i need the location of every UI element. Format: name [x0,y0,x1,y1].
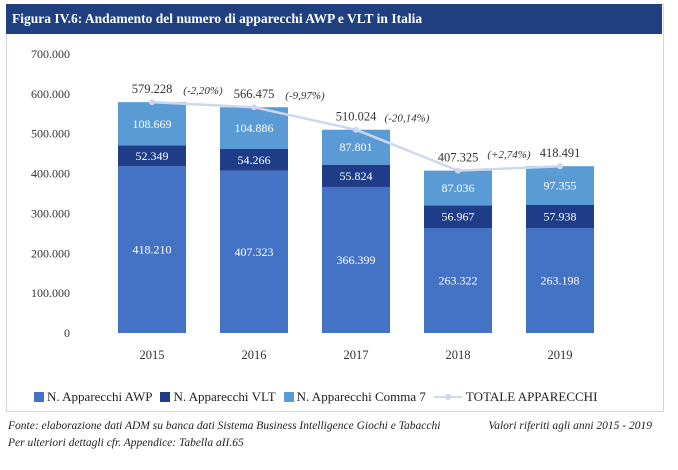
footer-details: Per ulteriori dettagli cfr. Appendice: T… [8,437,244,449]
figure-title: Figura IV.6: Andamento del numero di app… [6,4,662,34]
bar-data-label: 263.198 [541,274,580,288]
bar-segment [424,228,492,333]
x-tick-label: 2015 [140,348,165,362]
y-tick-label: 300.000 [31,206,70,220]
bar-segment [118,102,186,146]
total-point [557,163,563,170]
bar-data-label: 57.938 [544,210,577,224]
legend-item-awp: N. Apparecchi AWP [34,389,152,405]
legend-item-total: TOTALE APPARECCHI [433,389,598,405]
legend-swatch-comma7 [283,392,294,402]
legend-label-comma7: N. Apparecchi Comma 7 [296,389,426,404]
total-point [353,126,359,133]
bar-segment [322,186,390,333]
y-tick-label: 600.000 [31,87,70,101]
legend-label-vlt: N. Apparecchi VLT [173,389,276,404]
x-tick-label: 2016 [242,348,267,362]
y-tick-label: 0 [64,326,70,340]
total-data-label: 566.475 [234,87,275,101]
bar-data-label: 407.323 [235,245,274,259]
total-data-label: 579.228 [132,82,173,96]
bar-data-label: 418.210 [133,243,172,257]
y-tick-label: 400.000 [31,167,70,181]
total-data-label: 418.491 [540,146,581,160]
footer-source: Fonte: elaborazione dati ADM su banca da… [8,420,441,432]
x-tick-label: 2018 [446,348,471,362]
stacked-bar-chart: 0 100.000 200.000 300.000 400.000 500.000 600.… [31,47,594,362]
bar-segment [322,129,390,165]
legend-label-awp: N. Apparecchi AWP [47,389,153,404]
bar-segment [424,205,492,229]
total-data-label: 510.024 [336,110,377,124]
bar-data-label: 263.322 [439,274,478,288]
bar-segment [526,228,594,333]
total-data-label: 407.325 [438,151,479,165]
bar-segment [220,149,288,171]
bar-segment [118,145,186,167]
bar-data-label: 108.669 [133,117,172,131]
bar-segment [322,164,390,187]
bar-data-label: 87.801 [340,140,373,154]
bar-data-label: 97.355 [544,179,577,193]
bar-segment [424,170,492,206]
bar-data-label: 56.967 [442,210,475,224]
change-annotation: (+2,74%) [487,149,530,161]
legend-swatch-vlt [160,392,171,402]
y-tick-label: 100.000 [31,286,70,300]
legend-label-total: TOTALE APPARECCHI [465,389,598,404]
legend-swatch-total [433,392,462,402]
footer-note: Valori riferiti agli anni 2015 - 2019 [488,420,652,432]
total-point [149,99,155,106]
x-tick-label: 2017 [344,348,369,362]
y-tick-label: 700.000 [31,47,70,61]
legend-item-vlt: N. Apparecchi VLT [160,389,276,405]
legend-swatch-awp [34,392,44,402]
y-tick-label: 200.000 [31,246,70,260]
bar-segment [220,107,288,150]
bar-data-label: 52.349 [136,149,169,163]
bar-segment [526,166,594,206]
bar-data-label: 87.036 [442,181,475,195]
x-tick-label: 2019 [548,348,573,362]
change-annotation: (-9,97%) [285,90,325,102]
change-annotation: (-2,20%) [183,85,223,97]
change-annotation: (-20,14%) [385,113,430,125]
bar-data-label: 104.886 [235,121,274,135]
bar-data-label: 55.824 [340,169,373,183]
bar-data-label: 54.266 [238,153,271,167]
bar-segment [526,205,594,229]
total-point [251,104,257,111]
y-tick-label: 500.000 [31,127,70,141]
bar-segment [220,170,288,333]
chart-legend: N. Apparecchi AWP N. Apparecchi VLT N. A… [34,388,654,406]
bar-segment [118,166,186,333]
bar-data-label: 366.399 [337,253,376,267]
total-point [455,167,461,174]
legend-item-comma7: N. Apparecchi Comma 7 [283,389,426,405]
